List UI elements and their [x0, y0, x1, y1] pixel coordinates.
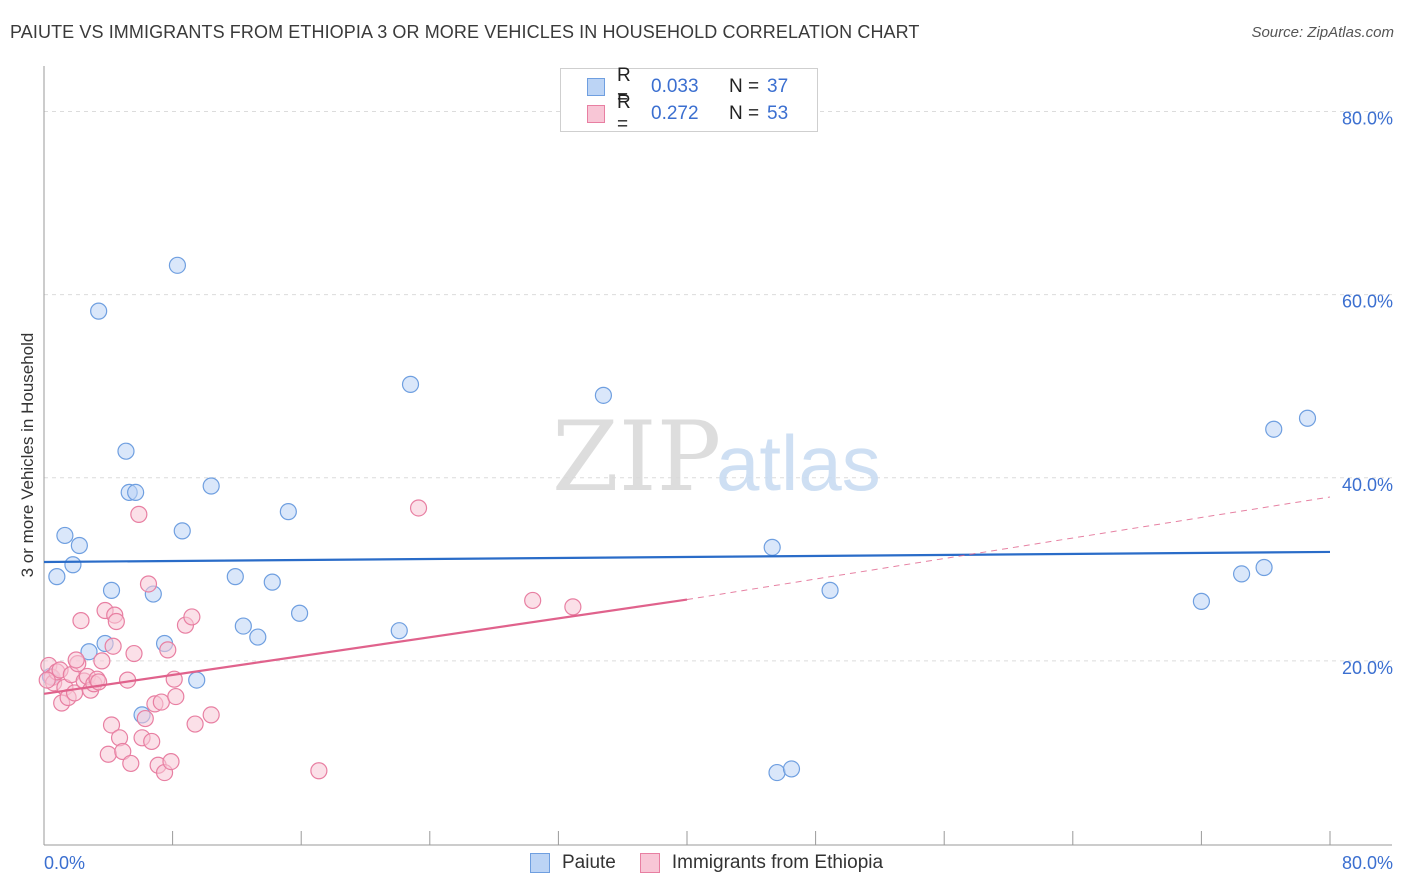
- point-ethiopia: [139, 575, 158, 593]
- trend-line-ethiopia-projection: [686, 496, 1331, 601]
- point-paiute: [821, 581, 839, 599]
- series-legend: Paiute Immigrants from Ethiopia: [530, 852, 907, 874]
- watermark: ZIP atlas: [552, 401, 881, 513]
- point-paiute: [102, 581, 121, 599]
- point-ethiopia: [99, 745, 117, 763]
- point-ethiopia: [102, 716, 121, 734]
- legend-r-label: R =: [617, 92, 631, 135]
- point-paiute: [48, 568, 66, 586]
- point-paiute: [1298, 409, 1317, 427]
- point-paiute: [56, 526, 74, 545]
- point-paiute: [290, 604, 309, 622]
- watermark-atlas: atlas: [716, 419, 881, 507]
- point-ethiopia: [183, 608, 201, 626]
- point-ethiopia: [136, 709, 154, 728]
- point-paiute: [401, 375, 420, 393]
- point-ethiopia: [67, 651, 85, 669]
- point-ethiopia: [409, 499, 428, 517]
- point-paiute: [279, 503, 297, 521]
- point-paiute: [763, 538, 781, 556]
- y-axis-label: 3 or more Vehicles in Household: [18, 332, 37, 578]
- point-ethiopia: [143, 732, 161, 751]
- chart-title: PAIUTE VS IMMIGRANTS FROM ETHIOPIA 3 OR …: [10, 22, 920, 42]
- point-paiute: [249, 628, 267, 646]
- point-ethiopia: [186, 715, 204, 733]
- point-paiute: [782, 760, 801, 778]
- legend-n-label: N =: [729, 76, 760, 97]
- legend-n-value: 37: [767, 76, 789, 97]
- point-paiute: [1192, 592, 1211, 610]
- point-paiute: [168, 256, 187, 274]
- point-ethiopia: [564, 598, 582, 616]
- y-tick-label: 20.0%: [1342, 658, 1393, 678]
- series-label-ethiopia: Immigrants from Ethiopia: [671, 852, 884, 873]
- point-paiute: [390, 622, 408, 640]
- x-tick-label: 80.0%: [1342, 853, 1393, 873]
- point-paiute: [70, 536, 88, 555]
- legend-swatch-paiute: [587, 78, 605, 96]
- point-ethiopia: [93, 652, 111, 670]
- point-ethiopia: [152, 693, 170, 711]
- point-ethiopia: [159, 641, 177, 659]
- point-ethiopia: [125, 644, 143, 663]
- point-ethiopia: [524, 591, 542, 610]
- point-paiute: [117, 442, 135, 460]
- point-paiute: [127, 483, 145, 502]
- series-swatch-paiute: [530, 853, 550, 873]
- legend-r-value: 0.033: [651, 76, 699, 97]
- point-paiute: [1232, 565, 1251, 583]
- series-legend-paiute[interactable]: Paiute: [530, 852, 616, 874]
- point-paiute: [594, 386, 613, 404]
- correlation-legend: R = 0.033 N = 37 R = 0.272 N = 53: [560, 65, 818, 135]
- point-paiute: [188, 671, 206, 689]
- point-paiute: [226, 568, 244, 586]
- legend-row-ethiopia: R = 0.272 N = 53: [587, 92, 789, 135]
- point-paiute: [234, 617, 252, 635]
- source-credit: Source: ZipAtlas.com: [1251, 24, 1394, 41]
- point-ethiopia: [114, 742, 132, 761]
- grid-lines: [44, 111, 1392, 662]
- data-points: [38, 256, 1317, 782]
- y-tick-label: 40.0%: [1342, 475, 1393, 495]
- series-swatch-ethiopia: [639, 853, 660, 873]
- point-ethiopia: [162, 752, 180, 771]
- legend-row-paiute: R = 0.033 N = 37: [587, 65, 789, 108]
- point-ethiopia: [38, 671, 56, 689]
- point-paiute: [173, 522, 191, 540]
- point-ethiopia: [104, 637, 122, 655]
- point-paiute: [90, 302, 108, 320]
- watermark-zip: ZIP: [552, 401, 721, 513]
- point-paiute: [1255, 558, 1273, 577]
- y-tick-label: 60.0%: [1342, 292, 1393, 312]
- tick-labels: 20.0% 40.0% 60.0% 80.0% 0.0% 80.0%: [44, 109, 1393, 873]
- y-tick-label: 80.0%: [1342, 109, 1393, 129]
- legend-r-value: 0.272: [651, 103, 699, 124]
- point-ethiopia: [107, 612, 125, 631]
- legend-r-label: R =: [617, 65, 631, 108]
- legend-swatch-ethiopia: [587, 105, 605, 123]
- point-ethiopia: [167, 687, 185, 706]
- point-paiute: [263, 573, 281, 591]
- axes: [43, 66, 1392, 846]
- point-paiute: [202, 477, 220, 495]
- point-ethiopia: [202, 706, 220, 724]
- point-paiute: [1265, 420, 1283, 438]
- trend-line-paiute: [43, 550, 1331, 564]
- trend-line-ethiopia: [43, 598, 688, 695]
- point-ethiopia: [310, 762, 328, 780]
- point-paiute: [64, 556, 82, 574]
- legend-n-label: N =: [729, 103, 760, 124]
- point-ethiopia: [122, 754, 140, 773]
- legend-n-value: 53: [767, 103, 789, 124]
- point-ethiopia: [72, 611, 90, 630]
- point-paiute: [768, 763, 786, 782]
- series-legend-ethiopia[interactable]: Immigrants from Ethiopia: [639, 852, 884, 874]
- point-paiute: [80, 643, 98, 661]
- point-ethiopia: [130, 505, 148, 523]
- trend-lines: [43, 496, 1331, 695]
- x-tick-label: 0.0%: [44, 853, 85, 873]
- series-label-paiute: Paiute: [562, 852, 616, 873]
